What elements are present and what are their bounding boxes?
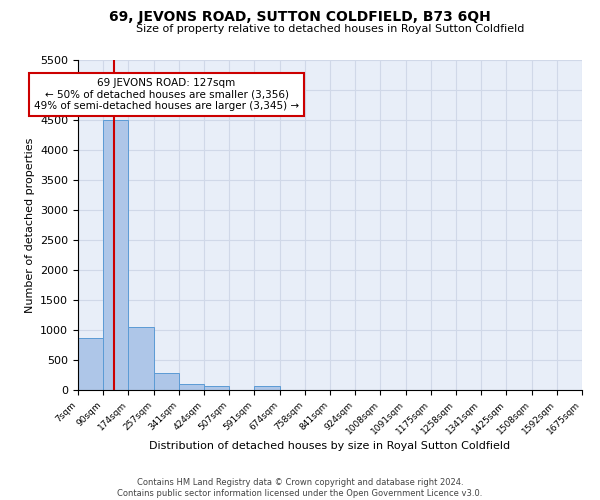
Bar [78, 338, 103, 390]
Y-axis label: Number of detached properties: Number of detached properties [25, 138, 35, 312]
Bar [128, 327, 154, 390]
Text: Contains HM Land Registry data © Crown copyright and database right 2024.
Contai: Contains HM Land Registry data © Crown c… [118, 478, 482, 498]
Title: Size of property relative to detached houses in Royal Sutton Coldfield: Size of property relative to detached ho… [136, 24, 524, 34]
Text: 69 JEVONS ROAD: 127sqm
← 50% of detached houses are smaller (3,356)
49% of semi-: 69 JEVONS ROAD: 127sqm ← 50% of detached… [34, 78, 299, 111]
Bar [179, 384, 204, 390]
Text: 69, JEVONS ROAD, SUTTON COLDFIELD, B73 6QH: 69, JEVONS ROAD, SUTTON COLDFIELD, B73 6… [109, 10, 491, 24]
Bar [154, 372, 179, 390]
Bar [204, 386, 229, 390]
Bar [254, 386, 280, 390]
X-axis label: Distribution of detached houses by size in Royal Sutton Coldfield: Distribution of detached houses by size … [149, 442, 511, 452]
Bar [103, 120, 128, 390]
